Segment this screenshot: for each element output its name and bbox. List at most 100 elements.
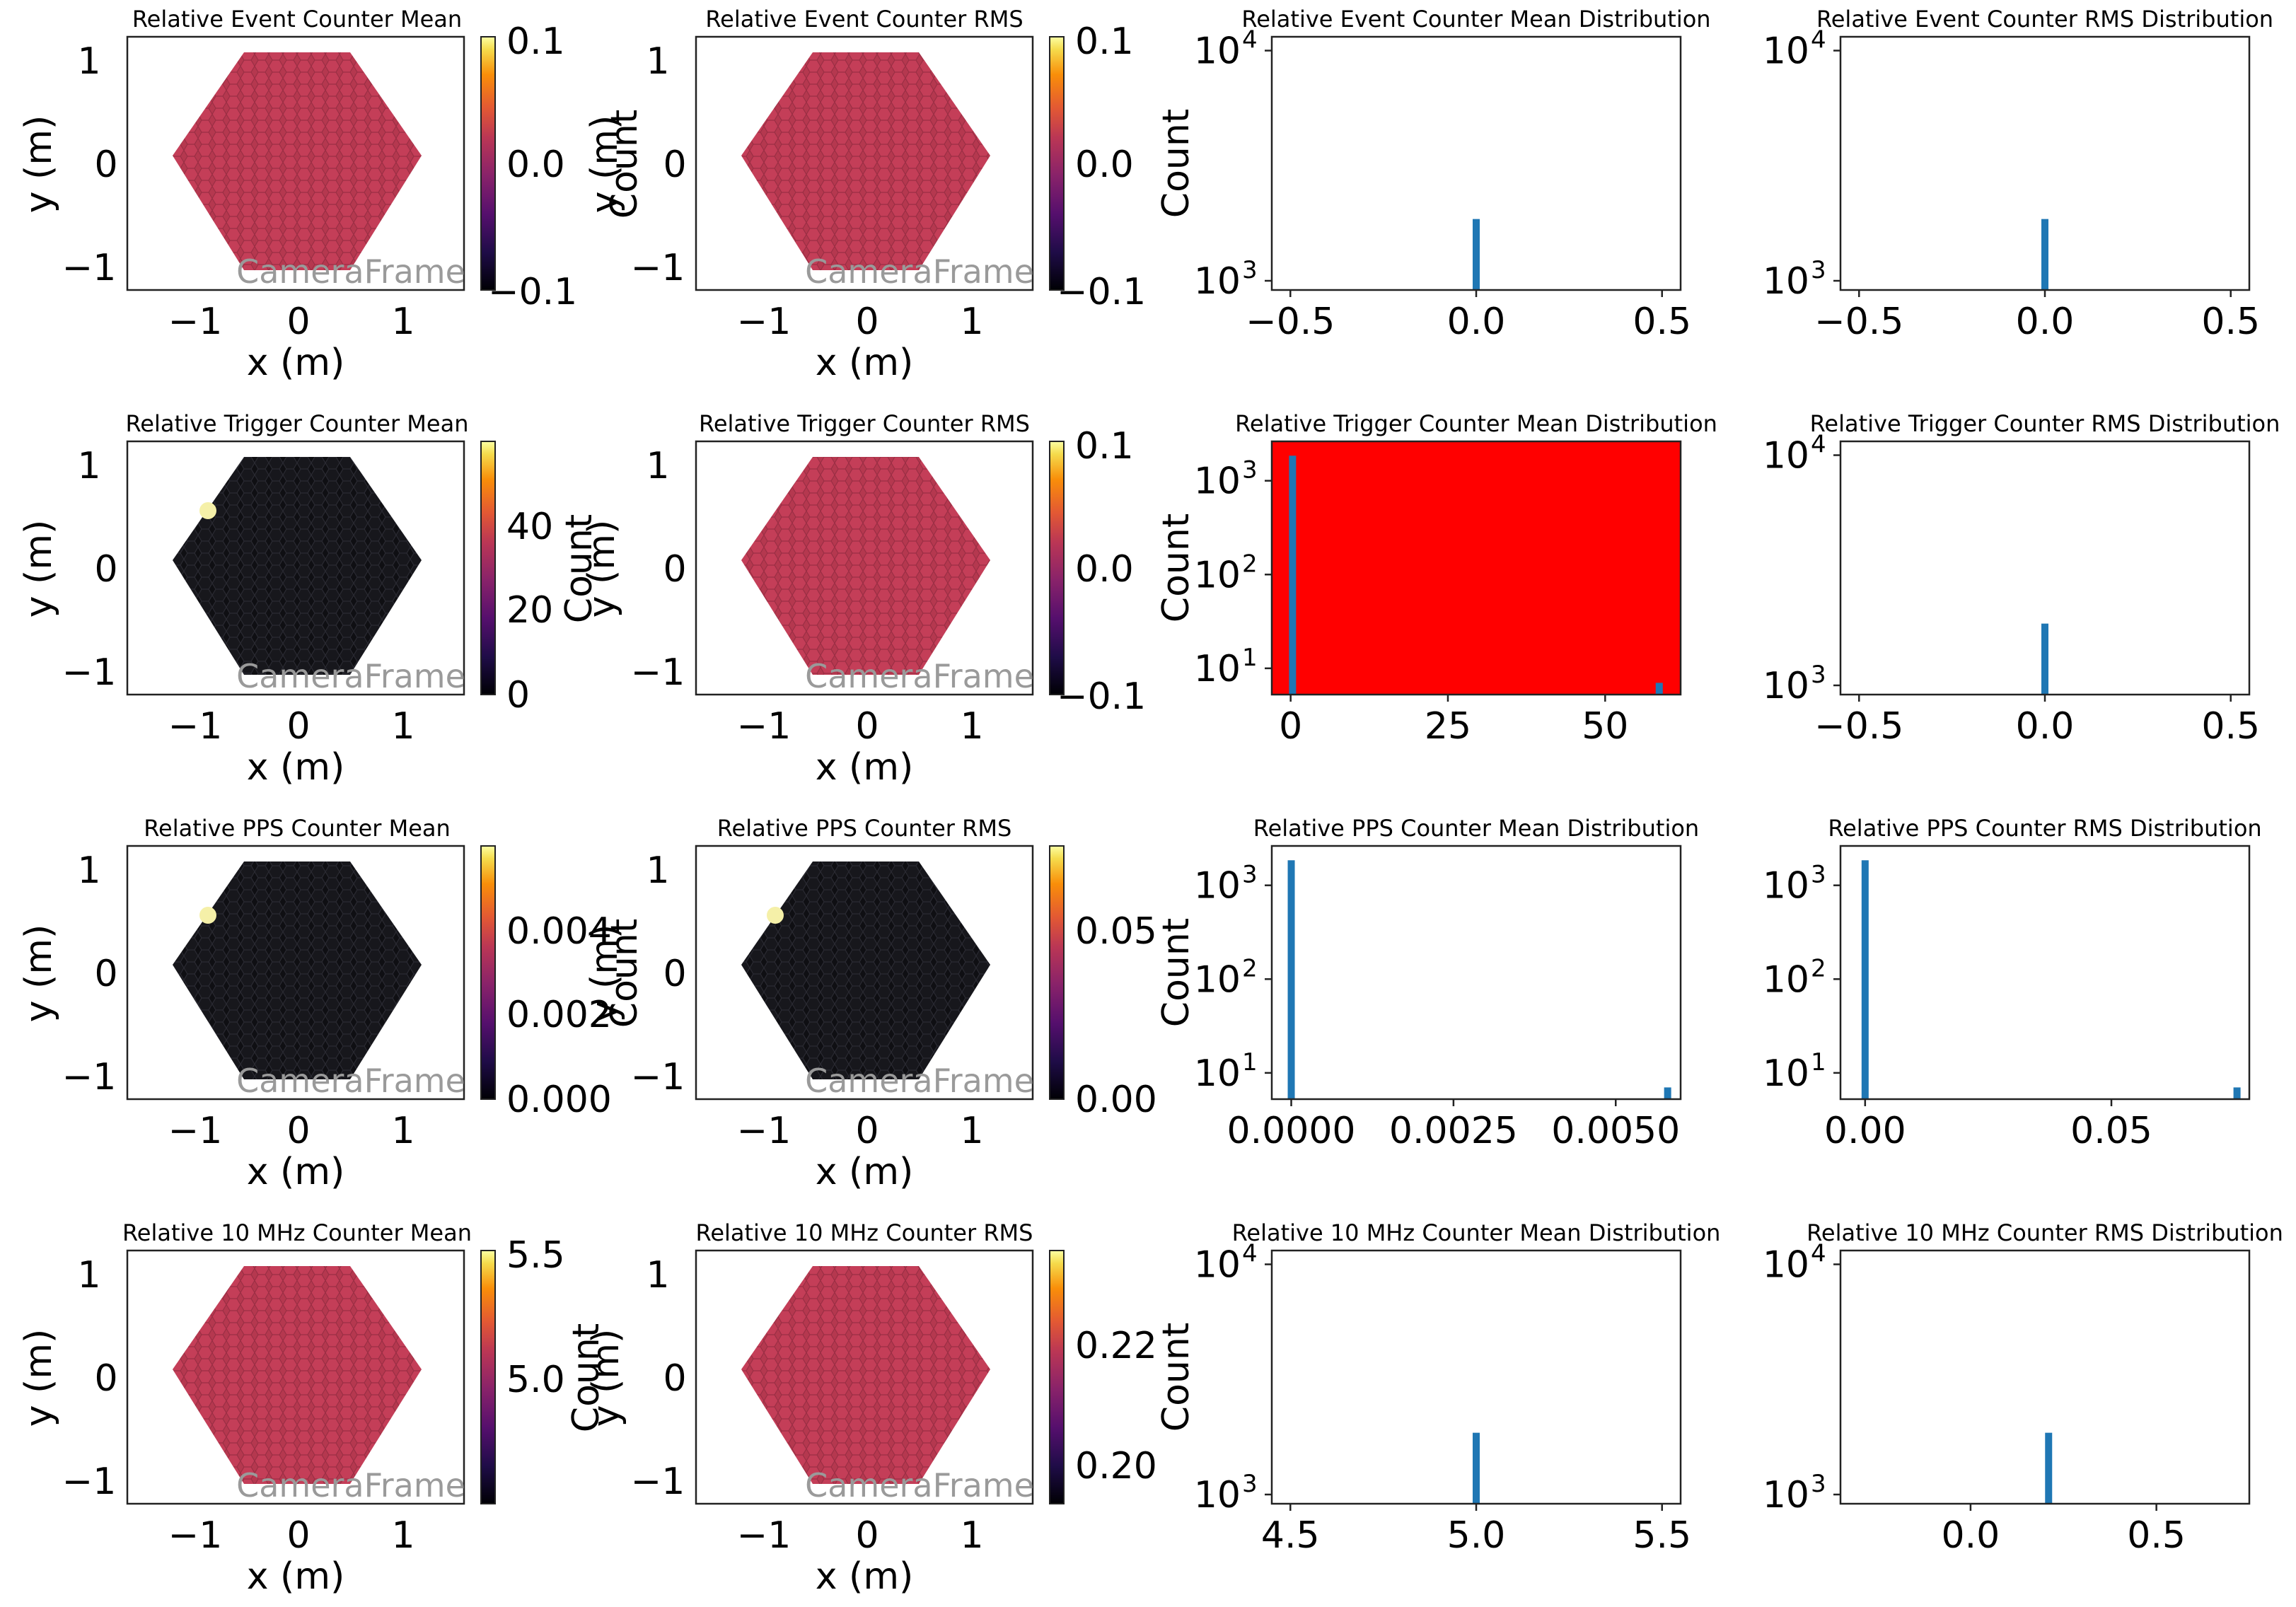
cbar-tick: 20 [506, 589, 553, 632]
plot-background [1272, 441, 1681, 695]
cbar-tick: 0.00 [1075, 1079, 1157, 1121]
camera-panel: Relative Trigger Counter RMS CameraFrame… [631, 410, 1147, 789]
panel-title: Relative PPS Counter Mean Distribution [1253, 815, 1699, 842]
x-tick-label: 0.0000 [1227, 1110, 1356, 1152]
histogram-panel: Relative Trigger Counter Mean Distributi… [1155, 410, 1717, 748]
x-tick: 1 [391, 1110, 414, 1152]
y-tick-label: 10 [1763, 865, 1809, 907]
x-tick-label: 0 [1279, 705, 1302, 748]
colorbar [1050, 846, 1064, 1099]
y-tick-label: 10 [1194, 1052, 1241, 1095]
y-tick: 0 [663, 548, 686, 591]
cbar-tick: 0.000 [506, 1079, 612, 1121]
panel-title: Relative PPS Counter RMS Distribution [1828, 815, 2261, 842]
x-tick-label: 0.0 [2016, 705, 2075, 748]
cbar-tick: −0.1 [1057, 271, 1146, 313]
x-tick: 0 [855, 301, 879, 343]
histogram-panel: Relative PPS Counter Mean Distribution 0.… [1155, 815, 1699, 1152]
x-axis-label: x (m) [816, 746, 914, 789]
watermark: CameraFrame [805, 657, 1034, 695]
y-axis-label: Count [1155, 1323, 1198, 1432]
camera-panel: Relative 10 MHz Counter Mean CameraFrame… [18, 1219, 565, 1598]
cbar-tick: 0.05 [1075, 910, 1157, 953]
x-tick: 0 [286, 1110, 310, 1152]
cbar-tick: 0.0 [1075, 144, 1134, 186]
panel-title: Relative Event Counter RMS [705, 6, 1023, 33]
x-tick: 0 [286, 1514, 310, 1557]
histogram-bar [1862, 860, 1869, 1099]
x-tick: 0 [855, 1514, 879, 1557]
panel-title: Relative 10 MHz Counter Mean Distributio… [1232, 1219, 1721, 1246]
histogram-bar [2041, 624, 2048, 695]
y-tick: 1 [77, 849, 100, 892]
y-axis-label: Count [1155, 918, 1198, 1027]
x-tick: −1 [168, 1110, 223, 1152]
y-tick-label: 10 [1194, 460, 1241, 503]
x-tick-label: 0.5 [2201, 301, 2260, 343]
camera-panel: Relative Event Counter RMS CameraFrame 1… [631, 6, 1147, 384]
y-tick-label: 10 [1194, 554, 1241, 596]
x-axis-label: x (m) [816, 1555, 914, 1598]
x-tick: 0 [286, 705, 310, 748]
x-tick: 1 [391, 705, 414, 748]
y-tick: −1 [62, 247, 117, 289]
camera-hexagon [741, 1266, 990, 1484]
cbar-tick: 0.0 [506, 144, 565, 186]
camera-panel: Relative Event Counter Mean CameraFrame … [18, 6, 577, 384]
x-tick: 1 [960, 705, 983, 748]
y-tick-exponent: 1 [1811, 1048, 1826, 1077]
hot-pixel [199, 502, 216, 519]
colorbar [1050, 1251, 1064, 1504]
y-tick: −1 [62, 1461, 117, 1503]
y-tick: 1 [646, 445, 669, 487]
panel-title: Relative Trigger Counter RMS [699, 410, 1030, 437]
x-axis-label: x (m) [247, 1151, 345, 1193]
x-axis-label: x (m) [247, 1555, 345, 1598]
histogram-panel: Relative 10 MHz Counter Mean Distributio… [1155, 1219, 1720, 1557]
panel-title: Relative 10 MHz Counter RMS [696, 1219, 1033, 1246]
y-tick-label: 10 [1763, 30, 1809, 73]
y-tick-exponent: 3 [1242, 456, 1258, 485]
y-tick: −1 [62, 1056, 117, 1098]
cbar-tick: 0.20 [1075, 1445, 1157, 1487]
y-tick-exponent: 2 [1242, 550, 1258, 578]
y-tick-exponent: 3 [1811, 661, 1826, 689]
x-tick-label: 0.05 [2070, 1110, 2152, 1152]
plot-background [1840, 846, 2249, 1099]
y-tick-label: 10 [1194, 648, 1241, 690]
y-tick: −1 [631, 651, 685, 694]
cbar-tick: 0 [506, 674, 530, 717]
cbar-tick: 0.1 [506, 21, 565, 63]
y-tick: 0 [94, 548, 117, 591]
y-tick-exponent: 4 [1242, 1240, 1258, 1268]
y-tick: 1 [646, 1254, 669, 1296]
y-tick-label: 10 [1194, 1244, 1241, 1287]
y-tick-label: 10 [1763, 1052, 1809, 1095]
watermark: CameraFrame [805, 1062, 1034, 1100]
camera-panel: Relative PPS Counter RMS CameraFrame 1 0… [631, 815, 1157, 1193]
camera-hexagon [741, 861, 990, 1079]
x-tick: 0 [855, 1110, 879, 1152]
y-axis-label: Count [1155, 109, 1198, 218]
x-tick-label: −0.5 [1246, 301, 1335, 343]
y-tick: 0 [94, 953, 117, 995]
y-axis-label: Count [1155, 514, 1198, 622]
x-tick-label: 0.0050 [1551, 1110, 1680, 1152]
colorbar [1050, 37, 1064, 290]
x-tick: −1 [737, 1110, 792, 1152]
panel-title: Relative Event Counter RMS Distribution [1816, 6, 2273, 33]
y-tick-label: 10 [1763, 665, 1809, 707]
cbar-tick: 0.1 [1075, 21, 1134, 63]
x-tick-label: 5.0 [1447, 1514, 1506, 1557]
x-tick-label: 0.5 [2127, 1514, 2186, 1557]
watermark: CameraFrame [236, 253, 465, 291]
y-tick: 1 [77, 445, 100, 487]
plot-background [1840, 1251, 2249, 1504]
x-axis-label: x (m) [816, 342, 914, 384]
y-tick-exponent: 4 [1811, 1240, 1826, 1268]
y-tick: 1 [646, 849, 669, 892]
x-tick-label: 0.00 [1824, 1110, 1906, 1152]
y-tick: −1 [631, 1461, 685, 1503]
overlap-y-label: y (m) [581, 520, 623, 618]
y-tick-label: 10 [1763, 1474, 1809, 1516]
